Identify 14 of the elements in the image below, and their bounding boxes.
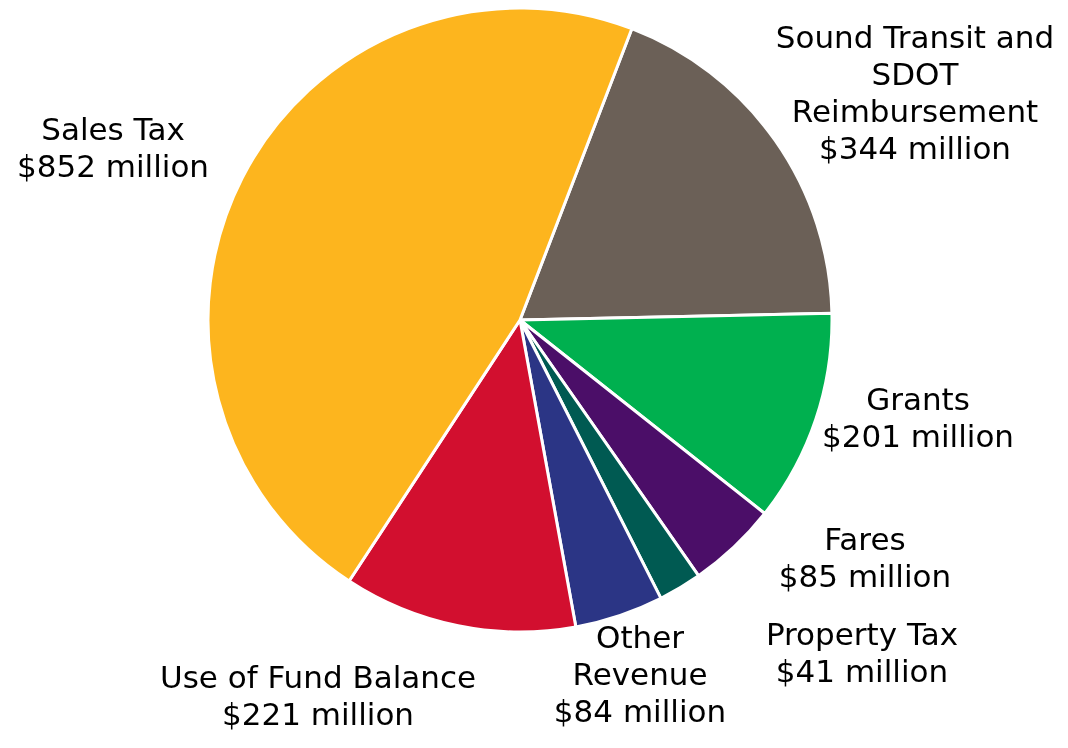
slice-label: Sound Transit and SDOT Reimbursement bbox=[775, 18, 1055, 129]
slice-label: Fares bbox=[824, 520, 906, 557]
data-label: $221 million bbox=[221, 695, 415, 732]
slice-label: Grants bbox=[866, 380, 970, 417]
slice-label: Property Tax bbox=[765, 615, 959, 652]
slice-label: Sales Tax bbox=[41, 110, 185, 147]
data-label: $852 million bbox=[16, 147, 210, 184]
slice-label: Use of Fund Balance bbox=[159, 658, 477, 695]
data-label: $84 million bbox=[553, 693, 727, 729]
slice-label: Other Revenue bbox=[572, 619, 708, 692]
data-label: $344 million bbox=[818, 129, 1012, 166]
data-label: $201 million bbox=[821, 417, 1015, 454]
data-label: $41 million bbox=[775, 652, 949, 689]
data-label: $85 million bbox=[778, 557, 952, 594]
